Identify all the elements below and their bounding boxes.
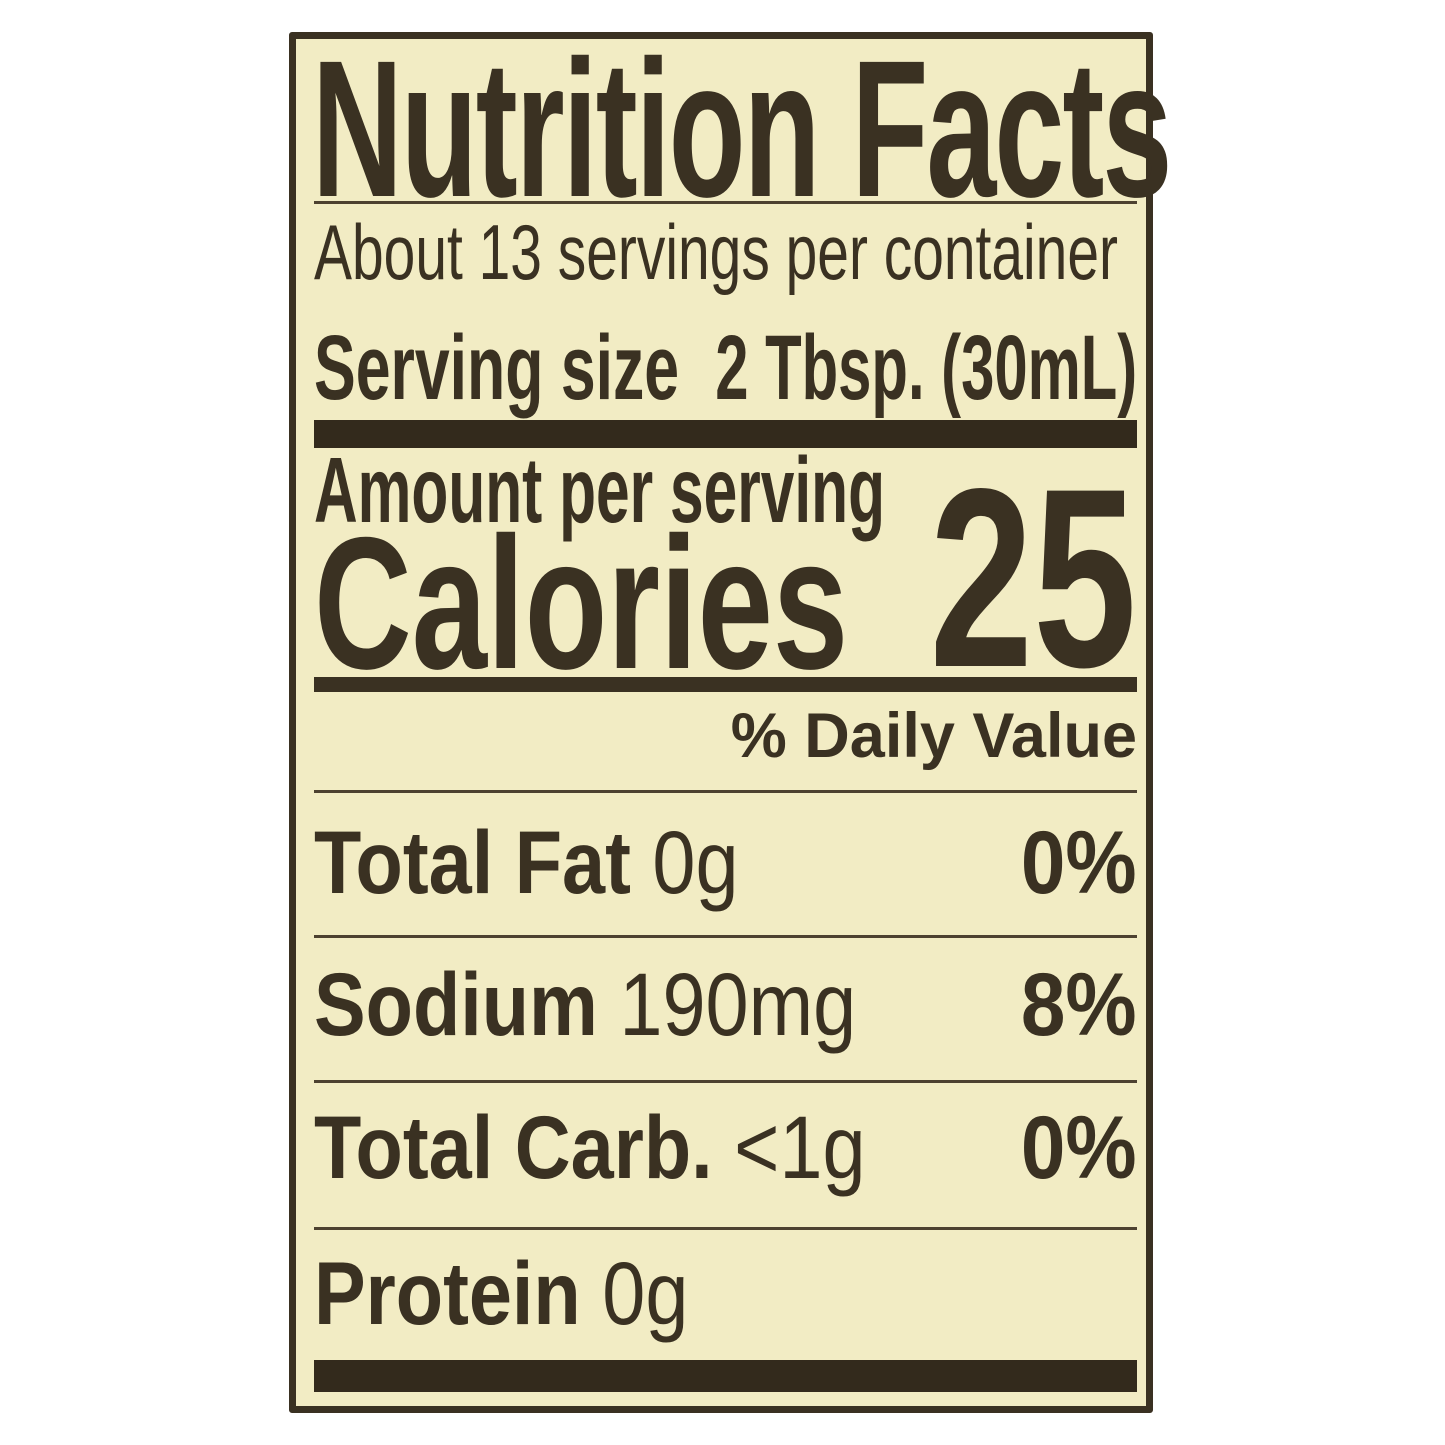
row-divider [314, 935, 1137, 938]
amount-per-serving-text: Amount per serving [314, 438, 886, 542]
title-divider [314, 201, 1137, 204]
nutrient-name: Total Carb. [314, 1097, 713, 1197]
label-title-text: Nutrition Facts [312, 20, 1172, 238]
nutrient-amount: <1g [734, 1097, 866, 1197]
serving-size-row: Serving size 2 Tbsp. (30mL) [314, 322, 1137, 422]
row-divider [314, 790, 1137, 793]
calories-label: Calories [314, 509, 1056, 697]
calories-value-text: 25 [929, 436, 1137, 721]
thick-separator-bottom [314, 1360, 1137, 1392]
amount-per-serving-label: Amount per serving [314, 444, 1192, 537]
nutrition-facts-label: Nutrition Facts About 13 servings per co… [289, 32, 1172, 1413]
thick-separator-top [314, 420, 1137, 448]
nutrient-name: Sodium [314, 954, 598, 1054]
servings-per-container-text: About 13 servings per container [314, 208, 1118, 296]
calories-separator [314, 677, 1137, 692]
row-divider [314, 1227, 1137, 1230]
calories-value: 25 [853, 451, 1137, 706]
nutrient-row-total-carb: Total Carb. <1g 0% [314, 1103, 1137, 1213]
serving-size-label: Serving size [314, 317, 680, 419]
nutrient-row-sodium: Sodium 190mg 8% [314, 960, 1137, 1070]
row-divider [314, 1080, 1137, 1083]
nutrient-name: Total Fat [314, 812, 631, 912]
nutrient-daily-value: 0% [1021, 1097, 1137, 1197]
daily-value-header-text: % Daily Value [730, 701, 1137, 771]
servings-per-container: About 13 servings per container [314, 213, 1415, 291]
serving-size-value: 2 Tbsp. (30mL) [715, 317, 1137, 419]
calories-label-text: Calories [314, 498, 849, 708]
nutrient-amount: 190mg [619, 954, 857, 1054]
nutrient-row-total-fat: Total Fat 0g 0% [314, 818, 1137, 928]
nutrient-daily-value: 0% [1021, 812, 1137, 912]
nutrient-daily-value: 8% [1021, 954, 1137, 1054]
label-title: Nutrition Facts [312, 32, 1445, 227]
nutrient-name: Protein [314, 1243, 581, 1343]
nutrient-amount: 0g [602, 1243, 689, 1343]
nutrient-row-protein: Protein 0g [314, 1249, 1137, 1359]
daily-value-header: % Daily Value [731, 705, 1137, 768]
nutrient-amount: 0g [652, 812, 739, 912]
